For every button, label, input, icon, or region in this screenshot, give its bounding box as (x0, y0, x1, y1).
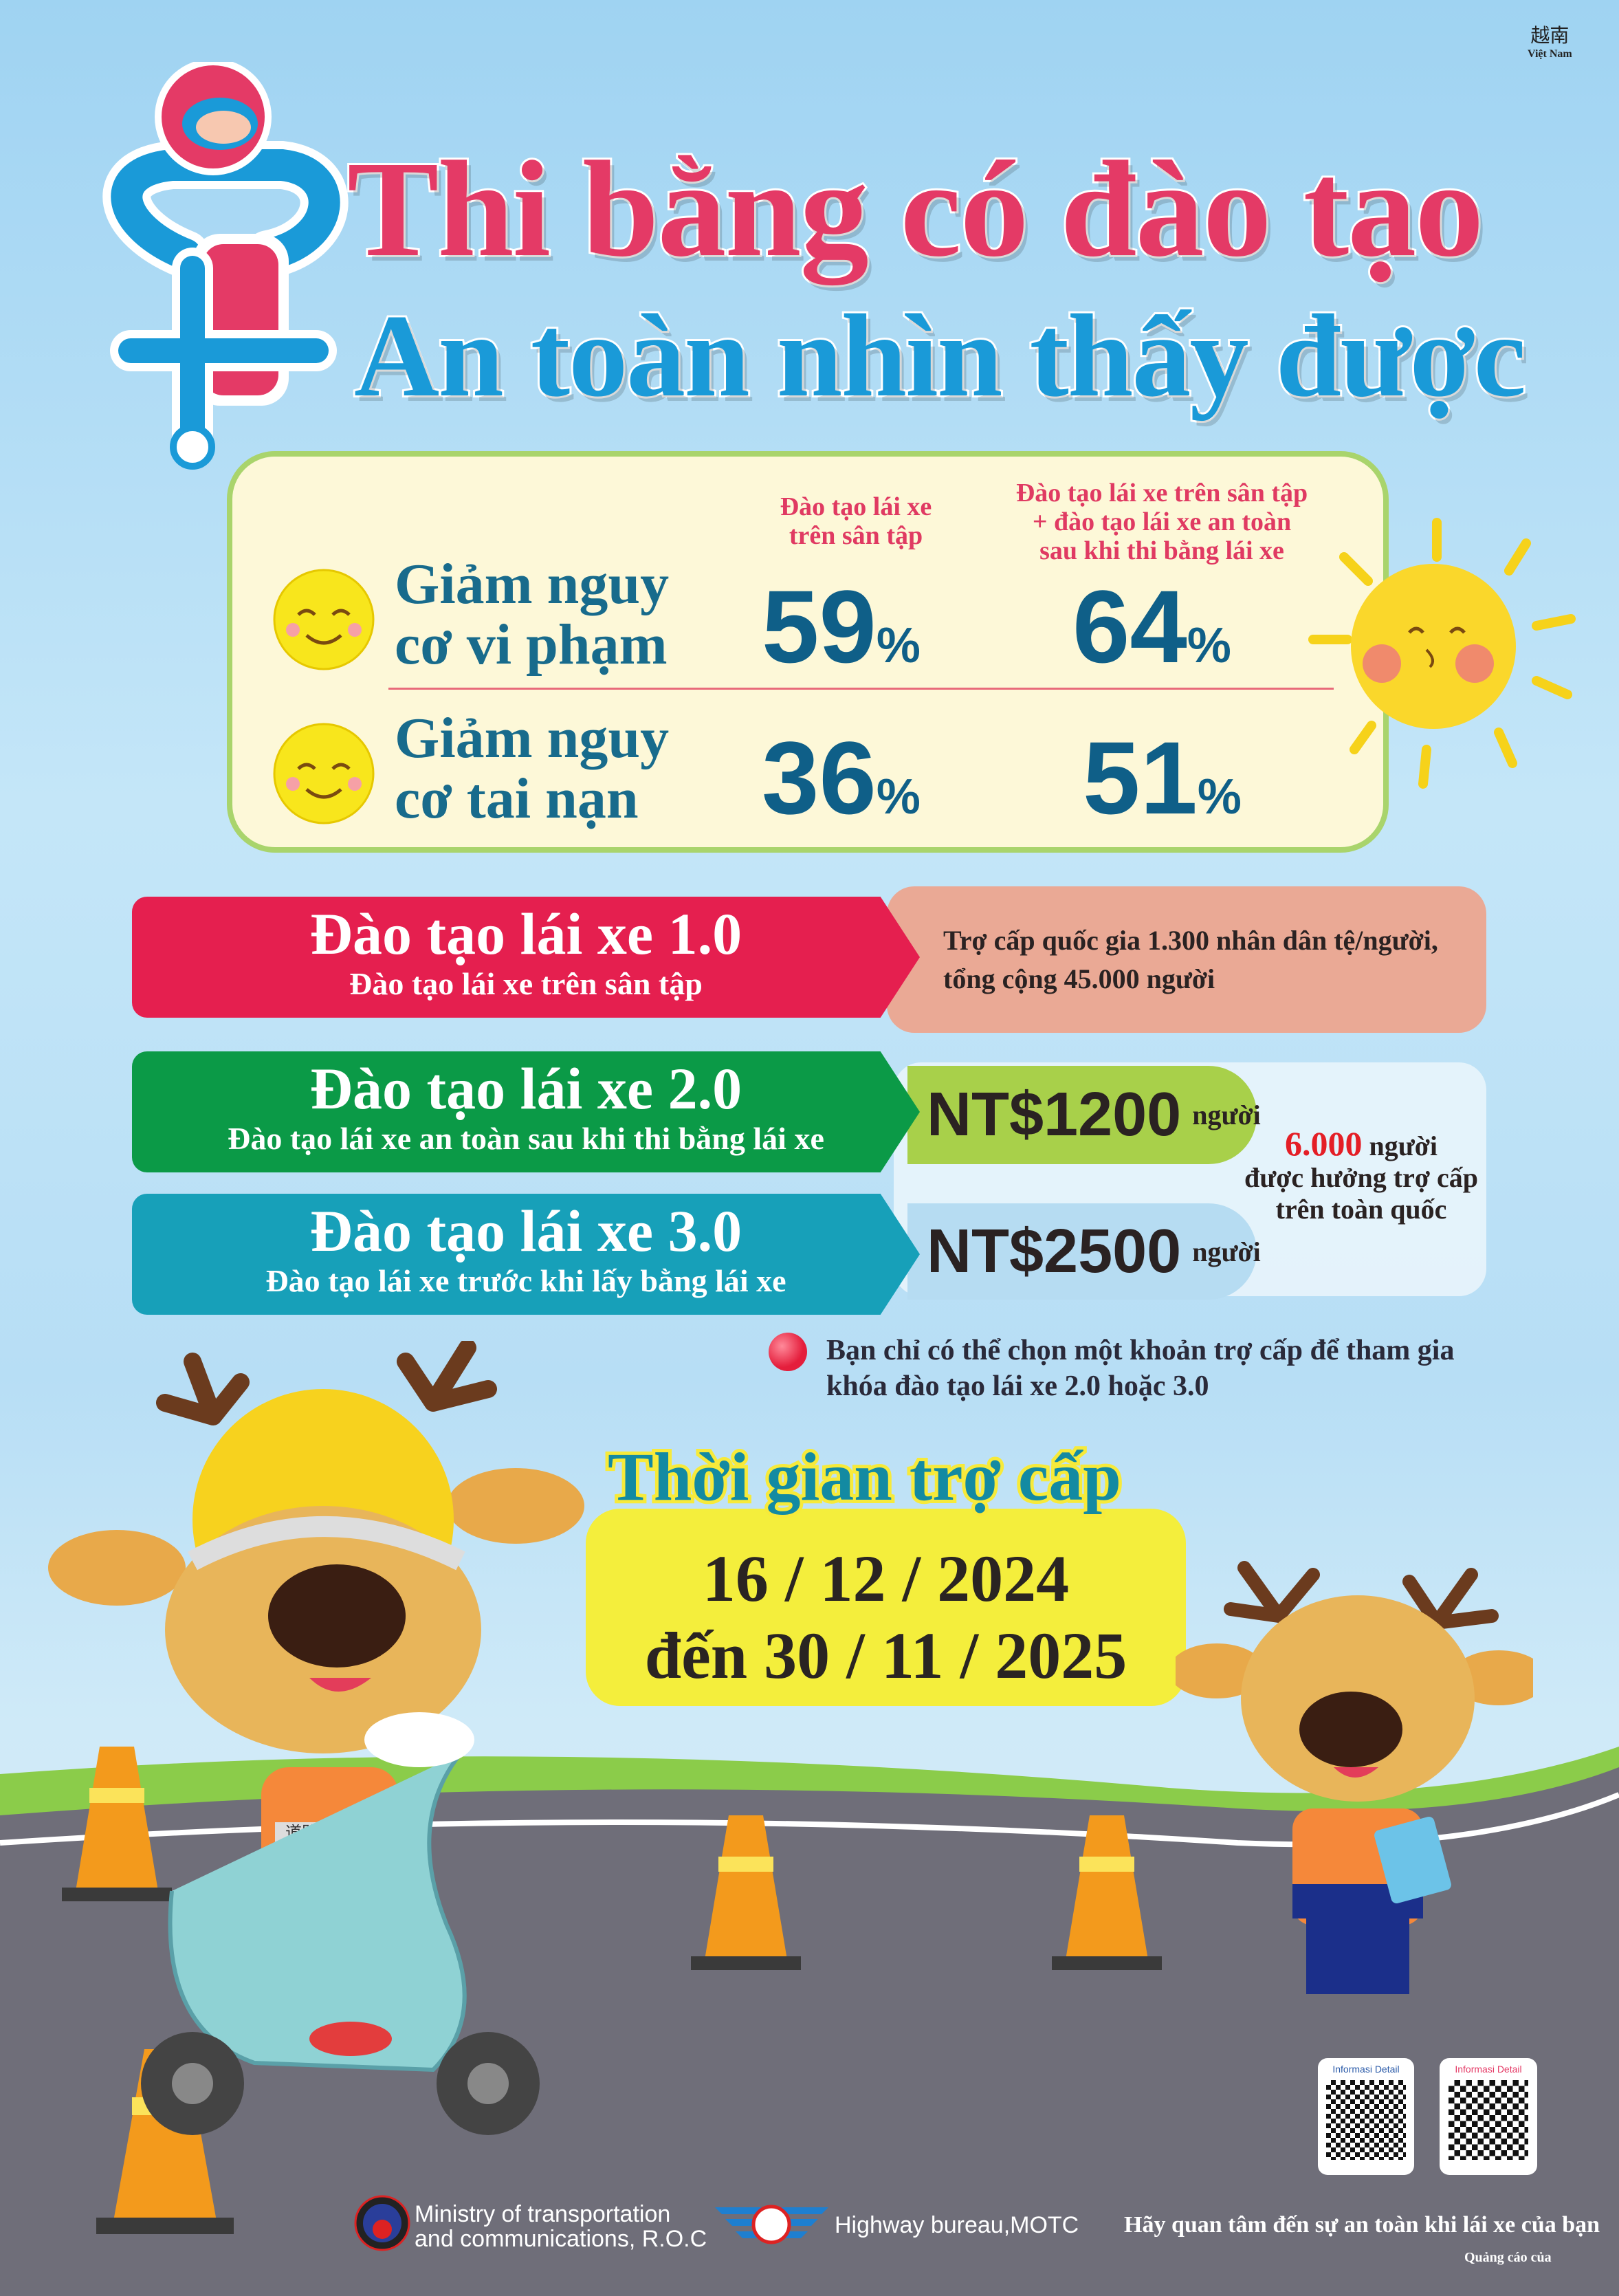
program1-title: Đào tạo lái xe 1.0 (309, 901, 742, 967)
traffic-cone-icon (62, 1747, 172, 1901)
ministry-seal-logo (354, 2195, 410, 2251)
qr-code-2[interactable]: Informasi Detail (1440, 2058, 1537, 2175)
row2-value1: 36% (762, 720, 921, 835)
title-line1: Thi bằng có đào tạo (345, 131, 1486, 287)
period-end: đến 30 / 11 / 2025 (644, 1619, 1127, 1692)
column-header-2: Đào tạo lái xe trên sân tập + đào tạo lá… (1015, 479, 1308, 565)
program2-title: Đào tạo lái xe 2.0 (309, 1056, 742, 1122)
deer-rider-illustration: 道路安全訓練 (48, 1341, 584, 2135)
traffic-cone-icon (691, 1815, 801, 1970)
program1-banner: Đào tạo lái xe 1.0 Đào tạo lái xe trên s… (132, 897, 920, 1018)
period-start: 16 / 12 / 2024 (702, 1542, 1070, 1615)
program2-banner: Đào tạo lái xe 2.0 Đào tạo lái xe an toà… (132, 1051, 920, 1172)
period-box (586, 1509, 1186, 1706)
row1-label-line2: cơ vi phạm (395, 613, 668, 677)
slogan: Hãy quan tâm đến sự an toàn khi lái xe c… (1124, 2212, 1600, 2238)
quota-text: 6.000 người được hưởng trợ cấp trên toàn… (1244, 1124, 1479, 1225)
column-header-1: Đào tạo lái xe trên sân tập (780, 492, 932, 550)
row1-value2: 64% (1072, 569, 1231, 684)
row2-value2: 51% (1083, 720, 1242, 835)
row2-label-line1: Giảm nguy (395, 706, 670, 770)
period-heading: Thời gian trợ cấp (604, 1435, 1125, 1518)
program2-subtitle: Đào tạo lái xe an toàn sau khi thi bằng … (228, 1121, 824, 1156)
row2-label: Giảm nguy cơ tai nạn (395, 708, 669, 829)
qr-code-icon (1449, 2080, 1528, 2160)
program3-title: Đào tạo lái xe 3.0 (309, 1198, 742, 1264)
highway-bureau-name: Highway bureau,MOTC (835, 2212, 1079, 2238)
qr-code-icon (1326, 2080, 1406, 2160)
row-divider (388, 688, 1334, 690)
title-line2: An toàn nhìn thấy được (352, 289, 1528, 424)
language-chinese: 越南 (1530, 25, 1570, 46)
language-country: Việt Nam (1528, 48, 1572, 60)
row1-label: Giảm nguy cơ vi phạm (395, 554, 669, 675)
row1-label-line1: Giảm nguy (395, 552, 670, 616)
row2-label-line2: cơ tai nạn (395, 767, 639, 831)
ad-by: Quảng cáo của (1464, 2250, 1552, 2265)
smiley-icon (273, 723, 375, 824)
qr-code-1[interactable]: Informasi Detail (1318, 2058, 1414, 2175)
quota-number: 6.000 (1284, 1124, 1363, 1163)
program1-subsidy-box (887, 886, 1486, 1033)
smiley-icon (273, 569, 375, 670)
bullet-dot-icon (769, 1333, 807, 1371)
row1-value1: 59% (762, 569, 921, 684)
sun-icon (1308, 518, 1576, 789)
note-text: Bạn chỉ có thể chọn một khoản trợ cấp để… (826, 1335, 1455, 1402)
program3-banner: Đào tạo lái xe 3.0 Đào tạo lái xe trước … (132, 1194, 920, 1315)
language-tag: 越南 Việt Nam (1528, 21, 1572, 61)
highway-bureau-logo (715, 2205, 828, 2244)
stats-panel (227, 451, 1389, 853)
traffic-cone-icon (1052, 1815, 1162, 1970)
program1-subtitle: Đào tạo lái xe trên sân tập (349, 966, 703, 1001)
scooter-rider-logo-icon (102, 62, 349, 470)
program3-amount: NT$2500 người (907, 1203, 1261, 1300)
program1-subsidy-text: Trợ cấp quốc gia 1.300 nhân dân tệ/người… (943, 925, 1438, 994)
program2-amount: NT$1200 người (907, 1066, 1261, 1164)
ministry-name: Ministry of transportation and communica… (415, 2201, 707, 2252)
program3-subtitle: Đào tạo lái xe trước khi lấy bằng lái xe (265, 1263, 786, 1298)
deer-instructor-illustration (1176, 1561, 1533, 1994)
